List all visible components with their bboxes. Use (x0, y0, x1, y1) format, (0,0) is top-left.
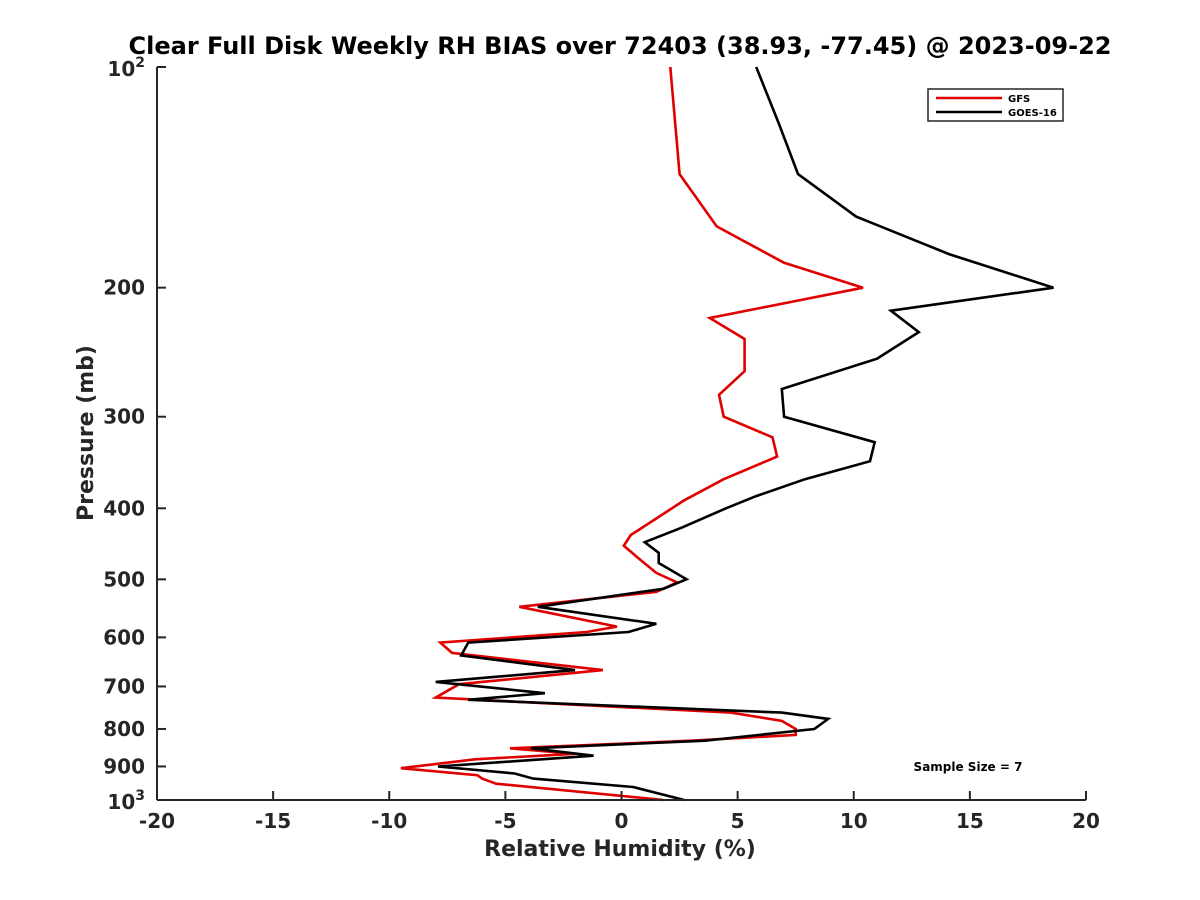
y-tick-label: 600 (103, 625, 145, 649)
y-tick-label: 700 (103, 674, 145, 698)
x-tick-label: -10 (371, 809, 407, 833)
y-tick-label-bottom: 103 (107, 788, 145, 814)
x-tick-label: 5 (731, 809, 745, 833)
x-tick-label: 15 (956, 809, 984, 833)
legend-label: GFS (1008, 94, 1030, 105)
y-axis-ticks: 200 300 400 500 600 700 800 900 102 103 (103, 55, 166, 814)
y-tick-label: 300 (103, 405, 145, 429)
x-tick-label: 0 (615, 809, 629, 833)
chart-title: Clear Full Disk Weekly RH BIAS over 7240… (129, 32, 1112, 60)
x-tick-label: -15 (255, 809, 291, 833)
series-layer (400, 66, 1054, 802)
x-tick-label: -20 (139, 809, 175, 833)
plot-area (157, 67, 1086, 800)
y-tick-label: 500 (103, 567, 145, 591)
sample-size-annotation: Sample Size = 7 (914, 760, 1023, 774)
series-line-goes-16 (435, 66, 1054, 802)
x-tick-label: 10 (840, 809, 868, 833)
y-tick-label: 800 (103, 717, 145, 741)
legend: GFS GOES-16 (927, 88, 1064, 122)
x-tick-label: 20 (1072, 809, 1100, 833)
legend-box (927, 88, 1064, 122)
x-axis-label: Relative Humidity (%) (484, 837, 756, 862)
x-axis-ticks: -20 -15 -10 -5 0 5 10 15 20 (139, 791, 1100, 833)
y-axis-label: Pressure (mb) (74, 345, 99, 521)
legend-label: GOES-16 (1008, 108, 1057, 119)
y-tick-label: 400 (103, 496, 145, 520)
y-tick-label-top: 102 (107, 55, 145, 81)
y-tick-label: 200 (103, 276, 145, 300)
x-tick-label: -5 (494, 809, 516, 833)
y-tick-label: 900 (103, 754, 145, 778)
